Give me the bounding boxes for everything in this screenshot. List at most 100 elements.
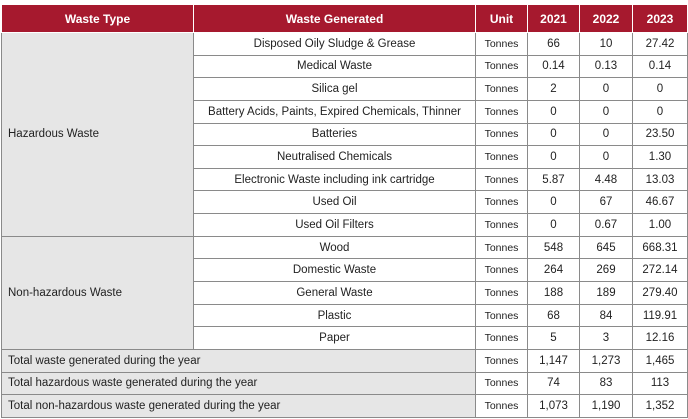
table-row: Medical Waste Tonnes 0.14 0.13 0.14: [2, 54, 688, 79]
total-label-cell: Total hazardous waste generated during t…: [1, 371, 476, 396]
value-2023-cell: 12.16: [632, 326, 688, 350]
value-2022-cell: 269: [579, 258, 633, 283]
total-label-cell: Total non-hazardous waste generated duri…: [1, 394, 476, 418]
total-row: Total hazardous waste generated during t…: [1, 371, 688, 396]
value-2023-cell: 279.40: [632, 281, 688, 305]
value-2021-cell: 0: [527, 213, 580, 237]
non-hazardous-waste-type-cell: Non-hazardous Waste: [1, 235, 194, 350]
waste-item-cell: Paper: [193, 326, 476, 350]
waste-item-cell: Electronic Waste including ink cartridge: [193, 167, 476, 192]
value-2023-cell: 0: [632, 77, 688, 101]
unit-cell: Tonnes: [475, 348, 528, 373]
table-body: Hazardous Waste Disposed Oily Sludge & Gr…: [1, 32, 688, 418]
table-row: Paper Tonnes 5 3 12.16: [2, 326, 688, 350]
value-2022-cell: 67: [579, 190, 633, 215]
value-2022-cell: 3: [579, 326, 633, 350]
value-2022-cell: 1,190: [579, 394, 633, 418]
header-waste-generated: Waste Generated: [193, 4, 476, 33]
value-2023-cell: 27.42: [632, 32, 688, 56]
unit-cell: Tonnes: [475, 213, 528, 237]
waste-item-cell: Plastic: [193, 303, 476, 328]
value-2023-cell: 23.50: [632, 122, 688, 147]
value-2022-cell: 83: [579, 371, 633, 396]
value-2021-cell: 74: [527, 371, 580, 396]
value-2022-cell: 10: [579, 32, 633, 56]
value-2023-cell: 272.14: [632, 258, 688, 283]
unit-cell: Tonnes: [475, 235, 528, 260]
table-row: Hazardous Waste Disposed Oily Sludge & Gr…: [1, 32, 688, 237]
unit-cell: Tonnes: [475, 258, 528, 283]
unit-cell: Tonnes: [475, 371, 528, 396]
total-row: Total waste generated during the year Ton…: [1, 348, 688, 373]
waste-item-cell: Used Oil Filters: [193, 213, 476, 237]
unit-cell: Tonnes: [475, 281, 528, 305]
table-row: Used Oil Tonnes 0 67 46.67: [2, 190, 688, 215]
waste-item-cell: Silica gel: [193, 77, 476, 101]
total-row: Total non-hazardous waste generated duri…: [1, 394, 688, 418]
value-2023-cell: 113: [632, 371, 688, 396]
header-2021: 2021: [527, 4, 580, 33]
unit-cell: Tonnes: [475, 326, 528, 350]
value-2022-cell: 189: [579, 281, 633, 305]
unit-cell: Tonnes: [475, 77, 528, 101]
value-2021-cell: 0: [527, 145, 580, 169]
table-row: Non-hazardous Waste Wood Tonnes 548 645 668.3…: [1, 235, 688, 350]
value-2023-cell: 119.91: [632, 303, 688, 328]
waste-item-cell: Used Oil: [193, 190, 476, 215]
table-row: Silica gel Tonnes 2 0 0: [2, 77, 688, 101]
value-2022-cell: 0: [579, 99, 633, 124]
value-2023-cell: 46.67: [632, 190, 688, 215]
value-2022-cell: 645: [579, 235, 633, 260]
value-2022-cell: 0: [579, 145, 633, 169]
value-2023-cell: 1.30: [632, 145, 688, 169]
waste-item-cell: Disposed Oily Sludge & Grease: [193, 32, 476, 56]
header-row: Waste Type Waste Generated Unit 2021 202…: [1, 4, 688, 33]
value-2021-cell: 5: [527, 326, 580, 350]
waste-item-cell: Neutralised Chemicals: [193, 145, 476, 169]
value-2021-cell: 1,147: [527, 348, 580, 373]
value-2021-cell: 68: [527, 303, 580, 328]
value-2023-cell: 0: [632, 99, 688, 124]
value-2023-cell: 1,352: [632, 394, 688, 418]
value-2021-cell: 5.87: [527, 167, 580, 192]
unit-cell: Tonnes: [475, 145, 528, 169]
unit-cell: Tonnes: [475, 32, 528, 56]
table-row: Battery Acids, Paints, Expired Chemicals…: [2, 99, 688, 124]
value-2021-cell: 188: [527, 281, 580, 305]
header-2022: 2022: [579, 4, 633, 33]
value-2023-cell: 1.00: [632, 213, 688, 237]
waste-item-cell: Battery Acids, Paints, Expired Chemicals…: [193, 99, 476, 124]
value-2023-cell: 668.31: [632, 235, 688, 260]
total-label-cell: Total waste generated during the year: [1, 348, 476, 373]
unit-cell: Tonnes: [475, 394, 528, 418]
waste-table: Waste Type Waste Generated Unit 2021 202…: [1, 4, 688, 418]
table-row: Batteries Tonnes 0 0 23.50: [2, 122, 688, 147]
unit-cell: Tonnes: [475, 167, 528, 192]
value-2023-cell: 0.14: [632, 54, 688, 79]
value-2021-cell: 1,073: [527, 394, 580, 418]
table-row: Domestic Waste Tonnes 264 269 272.14: [2, 258, 688, 283]
value-2022-cell: 0.67: [579, 213, 633, 237]
value-2021-cell: 0.14: [527, 54, 580, 79]
unit-cell: Tonnes: [475, 54, 528, 79]
table-row: Plastic Tonnes 68 84 119.91: [2, 303, 688, 328]
value-2021-cell: 0: [527, 190, 580, 215]
value-2021-cell: 0: [527, 99, 580, 124]
value-2022-cell: 0: [579, 122, 633, 147]
value-2023-cell: 13.03: [632, 167, 688, 192]
waste-item-cell: Domestic Waste: [193, 258, 476, 283]
value-2022-cell: 0: [579, 77, 633, 101]
unit-cell: Tonnes: [475, 99, 528, 124]
value-2021-cell: 264: [527, 258, 580, 283]
value-2022-cell: 0.13: [579, 54, 633, 79]
value-2023-cell: 1,465: [632, 348, 688, 373]
value-2021-cell: 2: [527, 77, 580, 101]
value-2022-cell: 4.48: [579, 167, 633, 192]
unit-cell: Tonnes: [475, 190, 528, 215]
value-2022-cell: 1,273: [579, 348, 633, 373]
waste-item-cell: General Waste: [193, 281, 476, 305]
hazardous-waste-type-cell: Hazardous Waste: [1, 32, 194, 237]
value-2021-cell: 66: [527, 32, 580, 56]
table-row: Electronic Waste including ink cartridge…: [2, 167, 688, 192]
value-2022-cell: 84: [579, 303, 633, 328]
